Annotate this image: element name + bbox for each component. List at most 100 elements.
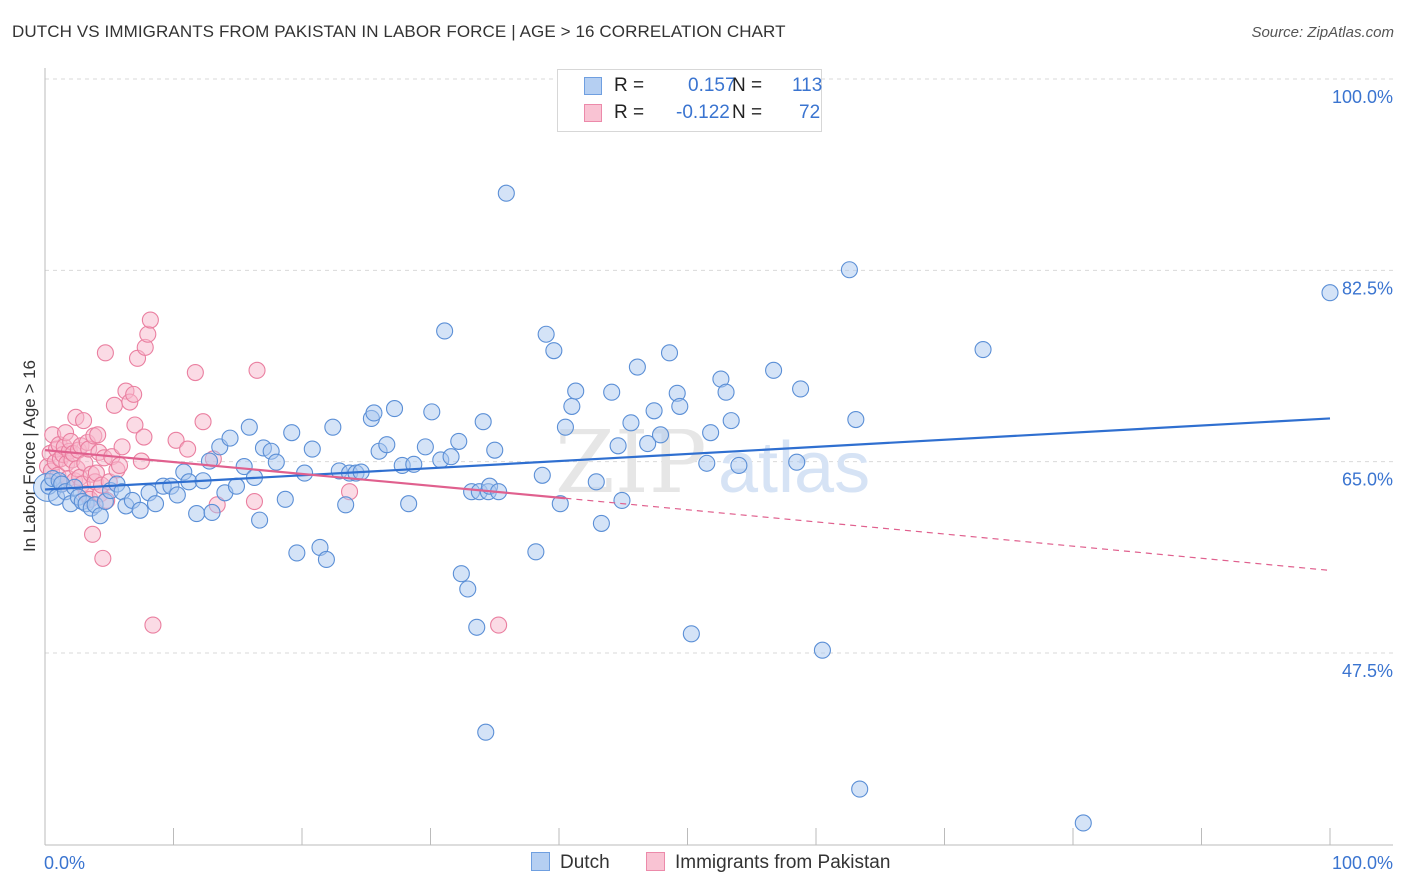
dutch-point xyxy=(840,261,858,279)
dutch-point xyxy=(468,618,486,636)
r-label: R = xyxy=(614,75,645,96)
dutch-point xyxy=(450,432,468,450)
pakistan-point xyxy=(144,616,162,634)
dutch-point xyxy=(792,380,810,398)
dutch-point xyxy=(168,486,186,504)
dutch-n-value: 113 xyxy=(792,75,823,96)
bottom-legend-pakistan: Immigrants from Pakistan xyxy=(646,852,890,874)
pakistan-legend-swatch xyxy=(646,852,665,871)
dutch-point xyxy=(283,424,301,442)
y-tick-label: 82.5% xyxy=(1342,278,1393,298)
dutch-point xyxy=(851,780,869,798)
pakistan-point xyxy=(94,549,112,567)
dutch-point xyxy=(639,435,657,453)
dutch-point xyxy=(477,723,495,741)
dutch-point xyxy=(592,514,610,532)
dutch-point xyxy=(474,413,492,431)
pakistan-point xyxy=(245,492,264,511)
dutch-point xyxy=(730,456,748,475)
pakistan-point xyxy=(139,325,157,343)
dutch-point xyxy=(563,397,581,415)
dutch-point xyxy=(423,403,441,421)
dutch-point xyxy=(551,495,569,513)
dutch-point xyxy=(556,418,574,436)
y-axis-label: In Labor Force | Age > 16 xyxy=(20,360,39,552)
n-label: N = xyxy=(732,75,763,96)
dutch-point xyxy=(400,495,418,513)
pakistan-point xyxy=(248,361,266,379)
dutch-point xyxy=(227,477,246,495)
pakistan-points xyxy=(39,311,508,634)
grid-layer xyxy=(45,78,1393,654)
dutch-point xyxy=(276,490,294,508)
dutch-point xyxy=(533,466,551,484)
dutch-point xyxy=(317,550,335,569)
pakistan-point xyxy=(141,311,159,329)
dutch-point xyxy=(527,543,545,561)
dutch-point xyxy=(722,412,740,430)
dutch-point xyxy=(365,404,383,422)
pakistan-n-value: 72 xyxy=(799,102,821,123)
chart-title: DUTCH VS IMMIGRANTS FROM PAKISTAN IN LAB… xyxy=(12,22,786,41)
dutch-point xyxy=(702,424,720,442)
dutch-point xyxy=(146,495,165,513)
dutch-point xyxy=(660,344,679,362)
pakistan-point xyxy=(105,396,123,414)
dutch-point xyxy=(452,565,470,583)
dutch-point xyxy=(587,473,605,491)
dutch-point xyxy=(698,454,716,472)
dutch-point xyxy=(267,453,285,471)
pakistan-point xyxy=(89,426,107,444)
trend-layer xyxy=(44,417,1331,572)
dutch-point xyxy=(378,436,396,454)
dutch-point xyxy=(486,441,504,459)
pakistan-point xyxy=(110,456,129,475)
pakistan-point xyxy=(179,440,197,458)
dutch-point xyxy=(436,322,454,340)
dutch-point xyxy=(628,358,646,376)
r-label: R = xyxy=(614,102,645,123)
y-tick-label: 65.0% xyxy=(1342,470,1393,490)
pakistan-point xyxy=(125,385,143,403)
dutch-point xyxy=(567,382,585,400)
dutch-point xyxy=(645,402,663,420)
bottom-legend-dutch: Dutch xyxy=(531,852,610,874)
x-tick-label: 100.0% xyxy=(1332,853,1393,873)
dutch-point xyxy=(609,437,627,455)
dutch-point xyxy=(1074,814,1092,832)
pakistan-trend-line xyxy=(44,449,566,500)
dutch-point xyxy=(324,418,342,436)
dutch-point xyxy=(416,438,434,456)
dutch-point xyxy=(337,496,355,514)
pakistan-point xyxy=(490,616,508,634)
y-tick-label: 47.5% xyxy=(1342,661,1393,681)
dutch-point xyxy=(671,397,689,415)
dutch-point xyxy=(717,383,735,401)
dutch-point xyxy=(188,505,206,523)
dutch-swatch xyxy=(584,77,602,95)
pakistan-swatch xyxy=(584,104,602,122)
pakistan-point xyxy=(135,428,153,446)
dutch-point xyxy=(622,414,640,432)
dutch-point xyxy=(442,448,460,466)
pakistan-point xyxy=(126,416,144,434)
pakistan-point xyxy=(75,412,93,430)
dutch-r-value: 0.157 xyxy=(688,75,736,96)
dutch-points xyxy=(33,184,1339,832)
dutch-point xyxy=(203,503,221,522)
n-label: N = xyxy=(732,102,763,123)
dutch-point xyxy=(131,501,149,519)
dutch-point xyxy=(497,184,515,202)
dutch-legend-swatch xyxy=(531,852,550,871)
dutch-point xyxy=(613,491,631,509)
dutch-point xyxy=(974,341,992,359)
pakistan-point xyxy=(132,452,150,470)
pakistan-trend-extension xyxy=(565,497,1331,572)
dutch-point xyxy=(813,641,831,659)
dutch-point xyxy=(235,457,253,476)
x-tick-label: 0.0% xyxy=(44,853,85,873)
pakistan-legend-label: Immigrants from Pakistan xyxy=(675,852,891,873)
pakistan-point xyxy=(113,438,131,456)
dutch-trend-line xyxy=(44,417,1331,491)
